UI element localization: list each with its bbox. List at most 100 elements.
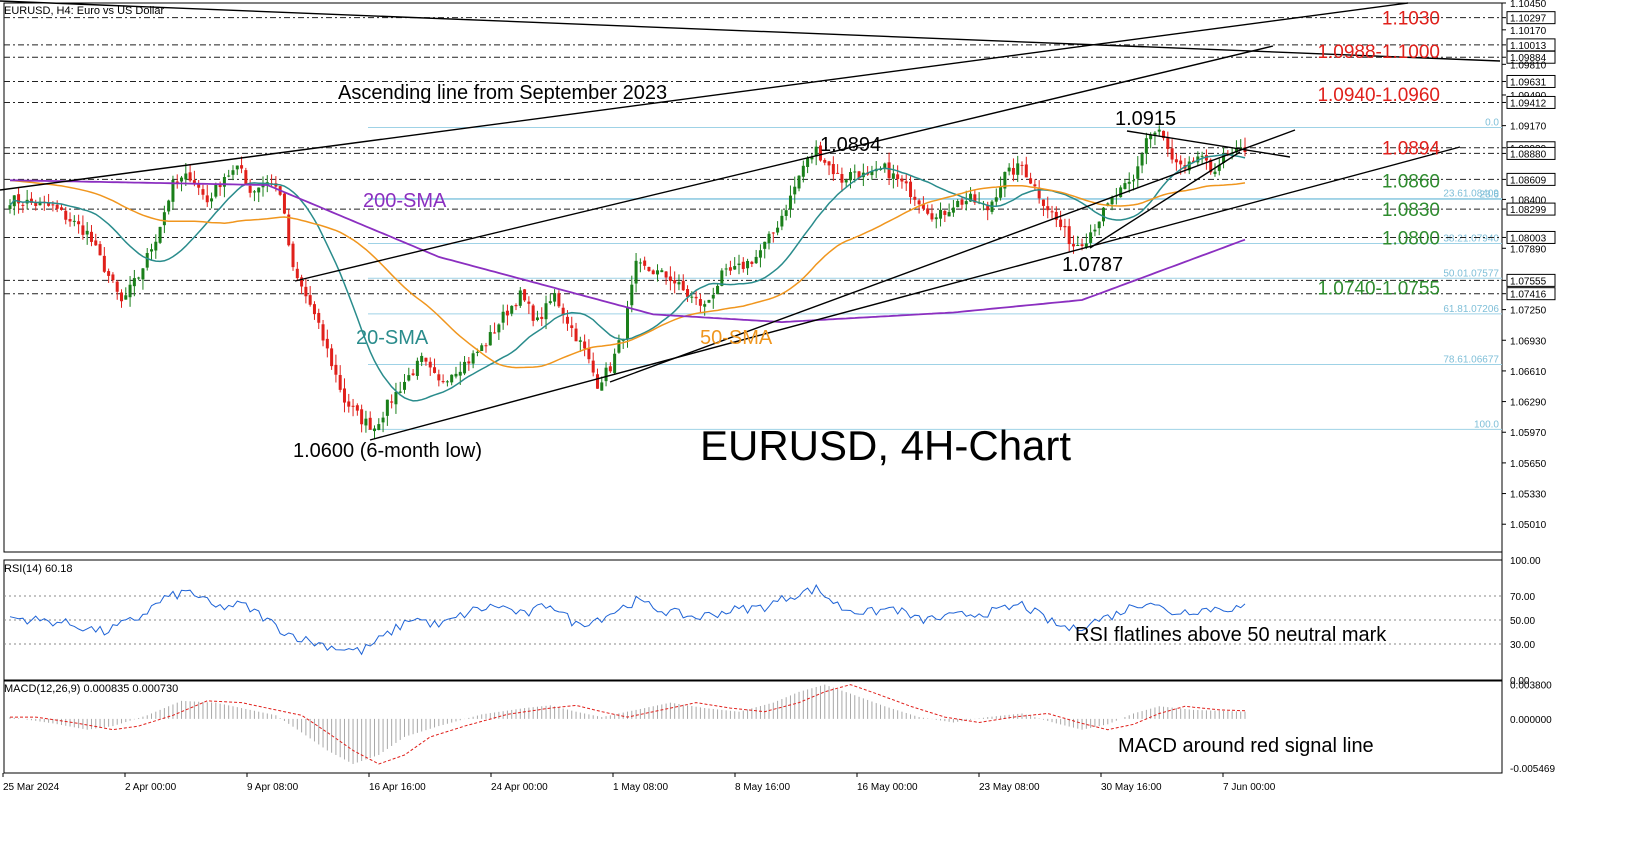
candle-body: [458, 371, 462, 376]
candle-body: [986, 204, 990, 211]
candle-body: [647, 266, 651, 271]
macd-tick-label: 0.000000: [1510, 715, 1552, 726]
candle-body: [38, 201, 42, 206]
level-label: 1.0800: [1382, 229, 1440, 250]
candle-body: [746, 260, 750, 269]
candle-body: [930, 213, 934, 220]
price-tag: [1506, 230, 1556, 244]
candle-body: [514, 305, 518, 307]
macd-title: MACD(12,26,9) 0.000835 0.000730: [4, 683, 179, 695]
candle-body: [115, 281, 119, 292]
candle-body: [150, 249, 154, 252]
candle-body: [192, 180, 196, 185]
candle-body: [951, 207, 955, 213]
candle-body: [1196, 156, 1200, 163]
candle-body: [501, 311, 505, 323]
candle-body: [1059, 219, 1063, 227]
candle-body: [484, 345, 488, 347]
candle-body: [390, 401, 394, 403]
fib-label: 50.01.07577: [1443, 268, 1499, 279]
candle-body: [407, 375, 411, 381]
candle-body: [694, 296, 698, 299]
candle-body: [767, 233, 771, 244]
candle-body: [776, 227, 780, 233]
sma50-line: [9, 179, 1246, 369]
candle-body: [994, 197, 998, 202]
candle-body: [707, 299, 711, 303]
candle-body: [1174, 159, 1178, 163]
price-tick-label: 1.08880: [1510, 149, 1547, 160]
candle-body: [853, 171, 857, 173]
candle-body: [613, 353, 617, 374]
candle-body: [1187, 161, 1191, 171]
candle-body: [300, 277, 304, 287]
rsi-line: [9, 584, 1246, 656]
macd-tick-label: 0.003800: [1510, 681, 1552, 692]
candle-body: [634, 260, 638, 284]
candle-body: [1170, 148, 1174, 160]
candle-body: [1179, 160, 1183, 165]
candle-body: [218, 183, 222, 188]
candle-body: [158, 226, 162, 243]
candle-body: [68, 219, 72, 222]
big-chart-title: EURUSD, 4H-Chart: [700, 422, 1072, 469]
candle-body: [1071, 244, 1075, 247]
candle-body: [574, 328, 578, 342]
price-tick-label: 1.09412: [1510, 98, 1547, 109]
candle-body: [891, 173, 895, 179]
trend-line: [0, 0, 1501, 62]
candle-body: [415, 360, 419, 376]
time-tick-label: 16 Apr 16:00: [369, 782, 426, 793]
panel-frame-2: [3, 680, 1503, 774]
candle-body: [287, 214, 291, 246]
candle-body: [1020, 164, 1024, 166]
candle-body: [801, 165, 805, 177]
rsi-tick-label: 50.00: [1510, 616, 1535, 627]
candle-body: [651, 270, 655, 275]
candle-body: [913, 196, 917, 200]
time-tick-label: 8 May 16:00: [735, 782, 790, 793]
candle-body: [1011, 167, 1015, 175]
candle-body: [154, 241, 158, 251]
candle-body: [934, 217, 938, 220]
candle-body: [797, 175, 801, 189]
candle-body: [1119, 187, 1123, 198]
candle-body: [668, 276, 672, 282]
candle-body: [463, 361, 467, 374]
fib-label: 23.6: [1480, 189, 1500, 200]
candle-body: [814, 146, 818, 157]
candle-body: [330, 348, 334, 367]
candle-body: [763, 241, 767, 249]
price-tag: [1506, 146, 1556, 160]
candle-body: [548, 301, 552, 304]
candle-body: [51, 204, 55, 206]
candle-body: [403, 381, 407, 390]
candle-body: [184, 173, 188, 180]
candle-body: [921, 203, 925, 209]
candle-body: [1089, 232, 1093, 243]
trend-line: [1126, 130, 1291, 158]
candle-body: [737, 263, 741, 266]
candle-body: [282, 193, 286, 214]
price-tick-label: 1.09170: [1510, 122, 1547, 133]
time-tick-label: 30 May 16:00: [1101, 782, 1162, 793]
candle-body: [1157, 129, 1161, 132]
candle-body: [64, 210, 68, 220]
price-tag: [1506, 50, 1556, 64]
candle-body: [540, 316, 544, 319]
candle-body: [570, 325, 574, 329]
candle-body: [342, 388, 346, 403]
candle-body: [372, 428, 376, 432]
level-label: 1.1030: [1382, 8, 1440, 29]
price-tag: [1506, 202, 1556, 216]
candle-body: [1209, 159, 1213, 173]
candle-body: [214, 183, 218, 197]
macd-note: MACD around red signal line: [1118, 735, 1374, 757]
candle-body: [806, 157, 810, 167]
candle-body: [844, 180, 848, 183]
price-tick-label: 1.06610: [1510, 367, 1547, 378]
trend-line: [1089, 151, 1241, 249]
candle-body: [909, 181, 913, 198]
ascending-line-note: Ascending line from September 2023: [338, 82, 668, 104]
candle-body: [488, 332, 492, 346]
